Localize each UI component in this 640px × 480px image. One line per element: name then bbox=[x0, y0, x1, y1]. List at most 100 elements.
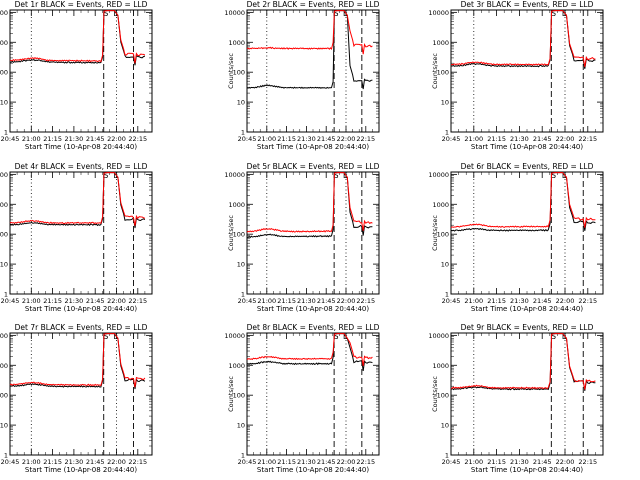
y-tick-label: 100 bbox=[437, 231, 449, 239]
annotation-e: E bbox=[562, 9, 567, 18]
series-lld-line bbox=[246, 333, 373, 366]
y-tick-label: 10000 bbox=[428, 332, 449, 340]
series-events-line bbox=[246, 172, 373, 239]
x-tick-label: 21:30 bbox=[65, 458, 84, 466]
y-tick-label: 1 bbox=[4, 129, 8, 137]
panel-9: Det 9r BLACK = Events, RED = LLD 1 10 100 10… bbox=[428, 323, 604, 474]
annotation-s: S bbox=[551, 9, 556, 18]
x-tick-label: 21:45 bbox=[86, 297, 105, 305]
y-tick-label: 100 bbox=[0, 392, 8, 400]
x-tick-label: 21:15 bbox=[43, 458, 62, 466]
y-tick-label: 10 bbox=[237, 422, 245, 430]
x-tick-label: 22:00 bbox=[556, 458, 575, 466]
x-tick-label: 21:15 bbox=[277, 458, 296, 466]
annotation-s: S bbox=[334, 171, 339, 180]
series-lld-line bbox=[246, 172, 373, 233]
y-tick-label: 1000 bbox=[0, 39, 8, 47]
panel-title: Det 4r BLACK = Events, RED = LLD bbox=[15, 162, 148, 171]
x-tick-label: 21:15 bbox=[43, 135, 62, 143]
y-tick-label: 1000 bbox=[432, 39, 449, 47]
y-tick-label: 100 bbox=[0, 231, 8, 239]
y-tick-label: 1000 bbox=[432, 201, 449, 209]
x-tick-label: 20:45 bbox=[442, 458, 461, 466]
panel-title: Det 8r BLACK = Events, RED = LLD bbox=[247, 323, 380, 332]
x-tick-label: 22:15 bbox=[128, 135, 147, 143]
y-tick-label: 1000 bbox=[432, 362, 449, 370]
y-tick-label: 1000 bbox=[0, 201, 8, 209]
x-tick-label: 21:30 bbox=[510, 458, 529, 466]
annotation-e: E bbox=[113, 9, 118, 18]
x-axis-label: Start Time (10-Apr-08 20:44:40) bbox=[25, 143, 137, 151]
x-tick-label: 21:15 bbox=[277, 297, 296, 305]
x-tick-label: 21:15 bbox=[487, 458, 506, 466]
x-tick-label: 20:45 bbox=[238, 458, 257, 466]
x-tick-label: 21:30 bbox=[297, 458, 316, 466]
x-axis-label: Start Time (10-Apr-08 20:44:40) bbox=[471, 305, 583, 313]
annotation-s: S bbox=[103, 332, 108, 341]
y-tick-label: 1000 bbox=[228, 39, 245, 47]
annotation-s: S bbox=[334, 332, 339, 341]
y-tick-label: 10 bbox=[237, 99, 245, 107]
annotation-s: S bbox=[103, 171, 108, 180]
x-tick-label: 22:00 bbox=[107, 458, 126, 466]
x-axis-label: Start Time (10-Apr-08 20:44:40) bbox=[257, 466, 369, 474]
x-tick-label: 21:45 bbox=[533, 297, 552, 305]
y-tick-label: 100 bbox=[0, 69, 8, 77]
x-tick-label: 21:45 bbox=[533, 135, 552, 143]
y-tick-label: 100 bbox=[437, 69, 449, 77]
x-tick-label: 21:30 bbox=[297, 135, 316, 143]
x-tick-label: 22:15 bbox=[578, 458, 597, 466]
annotation-e: E bbox=[562, 332, 567, 341]
panel-8: Det 8r BLACK = Events, RED = LLD 1 10 100 10… bbox=[224, 323, 379, 474]
x-tick-label: 22:15 bbox=[356, 458, 375, 466]
y-tick-label: 10000 bbox=[224, 9, 245, 17]
annotation-s: S bbox=[334, 9, 339, 18]
y-tick-label: 10000 bbox=[224, 171, 245, 179]
x-tick-label: 21:45 bbox=[317, 458, 336, 466]
series-lld-line bbox=[9, 172, 146, 226]
series-events-line bbox=[9, 172, 146, 229]
x-tick-label: 21:00 bbox=[22, 135, 41, 143]
x-axis-label: Start Time (10-Apr-08 20:44:40) bbox=[25, 305, 137, 313]
panel-5: Det 5r BLACK = Events, RED = LLD 1 10 100 10… bbox=[224, 162, 379, 313]
x-tick-label: 22:00 bbox=[556, 135, 575, 143]
x-tick-label: 20:45 bbox=[238, 135, 257, 143]
y-tick-label: 10 bbox=[441, 422, 449, 430]
x-tick-label: 21:30 bbox=[510, 135, 529, 143]
x-tick-label: 22:00 bbox=[337, 135, 356, 143]
panel-title: Det 2r BLACK = Events, RED = LLD bbox=[247, 0, 380, 9]
x-tick-label: 20:45 bbox=[442, 297, 461, 305]
panel-4: Det 4r BLACK = Events, RED = LLD 1 10 100 10… bbox=[0, 162, 153, 313]
y-tick-label: 10 bbox=[237, 261, 245, 269]
series-events-line bbox=[9, 10, 146, 66]
panel-title: Det 5r BLACK = Events, RED = LLD bbox=[247, 162, 380, 171]
series-events-line bbox=[246, 10, 373, 90]
x-tick-label: 21:15 bbox=[487, 135, 506, 143]
series-lld-line bbox=[450, 172, 596, 228]
x-tick-label: 21:30 bbox=[65, 297, 84, 305]
x-axis-label: Start Time (10-Apr-08 20:44:40) bbox=[471, 143, 583, 151]
panel-title: Det 9r BLACK = Events, RED = LLD bbox=[461, 323, 594, 332]
y-tick-label: 10000 bbox=[0, 171, 8, 179]
series-events-line bbox=[451, 10, 596, 69]
series-lld-line bbox=[451, 333, 596, 390]
panel-6: Det 6r BLACK = Events, RED = LLD 1 10 100 10… bbox=[428, 162, 604, 313]
y-axis-label: Counts/sec bbox=[431, 376, 439, 412]
annotation-s: S bbox=[551, 332, 556, 341]
x-tick-label: 21:45 bbox=[317, 135, 336, 143]
x-tick-label: 21:30 bbox=[297, 297, 316, 305]
series-events-line bbox=[450, 172, 596, 232]
y-tick-label: 1 bbox=[4, 452, 8, 460]
x-tick-label: 22:00 bbox=[107, 297, 126, 305]
x-tick-label: 21:15 bbox=[277, 135, 296, 143]
y-tick-label: 1000 bbox=[228, 201, 245, 209]
x-tick-label: 20:45 bbox=[1, 297, 20, 305]
y-tick-label: 10 bbox=[0, 99, 8, 107]
series-lld-line bbox=[9, 333, 146, 388]
series-events-line bbox=[9, 333, 146, 390]
x-tick-label: 22:15 bbox=[578, 135, 597, 143]
x-tick-label: 20:45 bbox=[1, 458, 20, 466]
x-tick-label: 21:00 bbox=[257, 458, 276, 466]
x-tick-label: 22:00 bbox=[337, 458, 356, 466]
